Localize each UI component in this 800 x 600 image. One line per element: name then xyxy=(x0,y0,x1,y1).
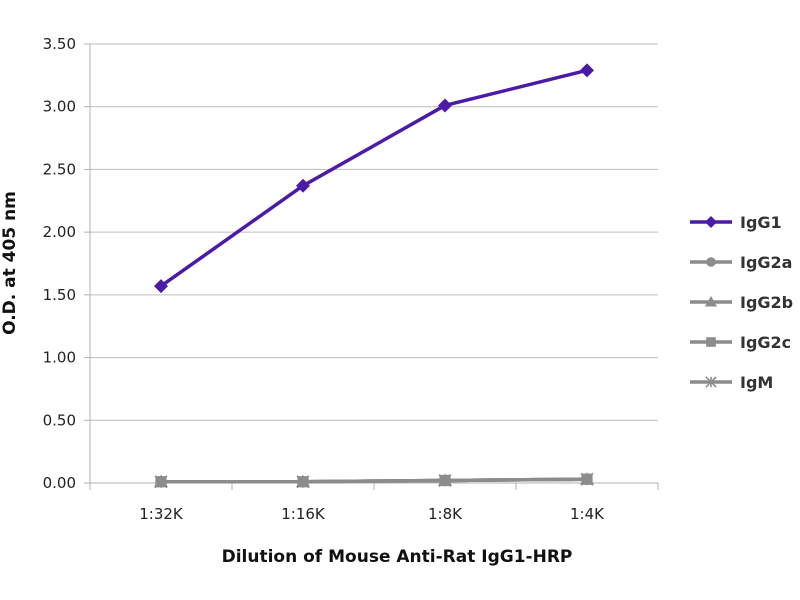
x-tick-labels: 1:32K 1:16K 1:8K 1:4K xyxy=(139,505,605,523)
y-tick-labels: 0.00 0.50 1.00 1.50 2.00 2.50 3.00 3.50 xyxy=(43,35,76,492)
x-tick-label: 1:8K xyxy=(428,505,463,523)
legend-item-igm: IgM xyxy=(690,373,773,392)
data-point xyxy=(438,98,452,113)
legend-item-igg2c: IgG2c xyxy=(690,333,791,352)
series-layer xyxy=(154,63,594,489)
series-line xyxy=(159,68,588,288)
data-point xyxy=(580,63,594,78)
data-point xyxy=(581,473,593,485)
gridlines xyxy=(84,43,659,490)
legend-label: IgG1 xyxy=(740,213,782,232)
data-point xyxy=(155,476,167,488)
y-tick-label: 3.00 xyxy=(43,98,76,116)
legend-label: IgG2a xyxy=(740,253,792,272)
y-tick-label: 1.00 xyxy=(43,349,76,367)
data-point xyxy=(296,178,310,193)
legend-item-igg2b: IgG2b xyxy=(690,293,793,312)
y-tick-label: 3.50 xyxy=(43,35,76,53)
series-igg2a xyxy=(155,473,593,488)
y-tick-label: 0.00 xyxy=(43,474,76,492)
x-tick-label: 1:4K xyxy=(570,505,605,523)
legend: IgG1 IgG2a IgG2b IgG2c IgM xyxy=(690,213,793,392)
legend-label: IgG2b xyxy=(740,293,793,312)
legend-item-igg1: IgG1 xyxy=(690,213,782,232)
y-tick-label: 2.00 xyxy=(43,223,76,241)
legend-marker xyxy=(705,216,717,228)
x-axis-title: Dilution of Mouse Anti-Rat IgG1-HRP xyxy=(222,547,573,567)
x-tick-label: 1:32K xyxy=(139,505,184,523)
y-tick-label: 0.50 xyxy=(43,411,76,429)
data-point xyxy=(439,474,451,487)
x-tick-label: 1:16K xyxy=(281,505,326,523)
data-point xyxy=(297,476,309,488)
legend-label: IgG2c xyxy=(740,333,791,352)
y-axis-title: O.D. at 405 nm xyxy=(0,191,20,335)
legend-item-igg2a: IgG2a xyxy=(690,253,792,272)
y-tick-label: 1.50 xyxy=(43,286,76,304)
series-line xyxy=(161,477,588,484)
legend-marker xyxy=(706,257,716,267)
legend-marker xyxy=(705,376,717,388)
series-igg1 xyxy=(154,63,594,294)
legend-marker xyxy=(705,296,717,307)
legend-label: IgM xyxy=(740,373,773,392)
data-point xyxy=(154,279,168,294)
legend-marker xyxy=(706,337,716,347)
y-tick-label: 2.50 xyxy=(43,160,76,178)
